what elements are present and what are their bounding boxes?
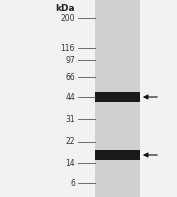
Text: 97: 97 (65, 56, 75, 64)
Bar (95, 150, 140, 160)
Text: 31: 31 (65, 114, 75, 124)
Text: 116: 116 (61, 44, 75, 52)
Text: 14: 14 (65, 159, 75, 167)
Text: 22: 22 (65, 138, 75, 147)
Text: 44: 44 (65, 93, 75, 101)
Text: 200: 200 (61, 14, 75, 22)
Bar (95, 92, 140, 102)
Text: kDa: kDa (55, 4, 75, 12)
Bar (95, 0, 140, 197)
Text: 6: 6 (70, 178, 75, 188)
Text: 66: 66 (65, 72, 75, 82)
